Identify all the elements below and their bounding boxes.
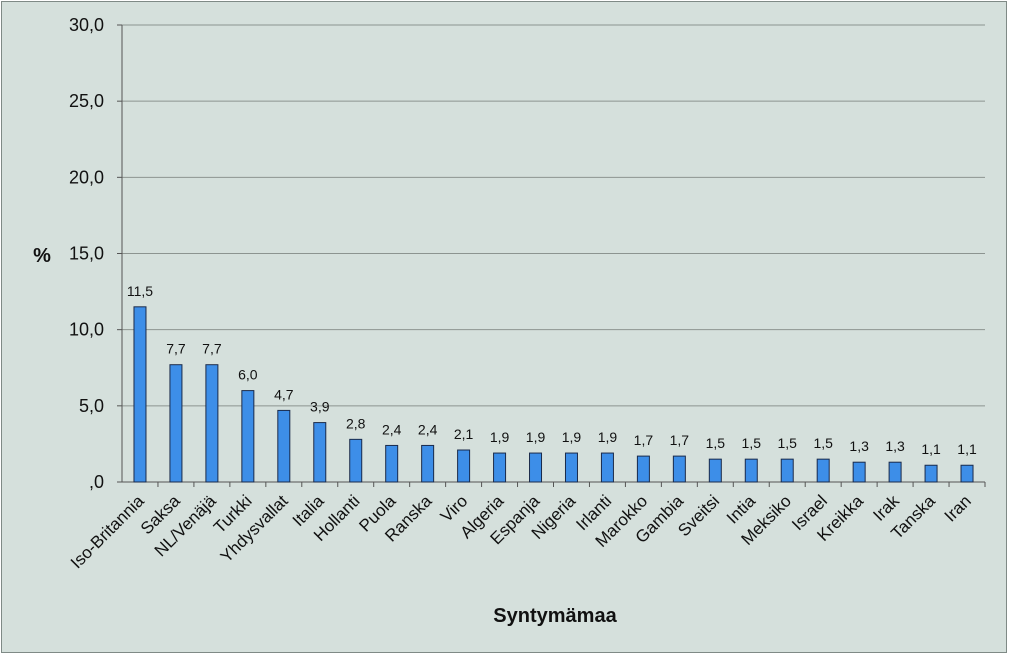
value-label: 1,9 — [490, 429, 510, 445]
bar — [421, 444, 435, 483]
x-tick-label: Iso-Britannia — [67, 491, 148, 572]
bar — [924, 464, 938, 483]
x-tick-labels: Iso-BritanniaSaksaNL/VenäjäTurkkiYhdysva… — [67, 491, 975, 572]
gridlines — [122, 24, 985, 407]
value-label: 1,1 — [957, 441, 977, 457]
bar — [672, 455, 686, 483]
y-tick-labels: 30,0 25,0 20,0 15,0 10,0 5,0 ,0 — [69, 15, 104, 492]
bar — [636, 455, 650, 483]
value-label: 4,7 — [274, 386, 294, 402]
bar — [169, 364, 183, 483]
bar — [816, 458, 830, 483]
value-label: 11,5 — [127, 283, 153, 299]
y-tick-label: 30,0 — [69, 15, 104, 35]
value-label: 1,7 — [670, 432, 690, 448]
value-label: 1,1 — [921, 441, 941, 457]
bar — [600, 452, 614, 483]
bar — [133, 306, 147, 483]
bar — [313, 422, 327, 483]
value-label: 1,9 — [562, 429, 582, 445]
y-axis-title: % — [33, 245, 51, 267]
bar — [205, 364, 219, 483]
value-label: 1,3 — [849, 438, 869, 454]
bar — [457, 449, 471, 483]
x-tick-label: Iran — [941, 491, 975, 525]
y-tick-label: 25,0 — [69, 91, 104, 111]
bar — [493, 452, 507, 483]
value-label: 2,4 — [382, 421, 402, 437]
value-label: 7,7 — [202, 341, 222, 357]
bar — [349, 438, 363, 483]
y-tick-label: 15,0 — [69, 244, 104, 264]
bar — [277, 409, 291, 483]
y-tick-label: 5,0 — [79, 396, 104, 416]
value-label: 6,0 — [238, 367, 258, 383]
bar — [241, 390, 255, 483]
bar — [888, 461, 902, 483]
y-tick-label: 10,0 — [69, 320, 104, 340]
bar — [708, 458, 722, 483]
value-label: 1,9 — [598, 429, 618, 445]
value-label: 1,5 — [706, 435, 726, 451]
bar — [564, 452, 578, 483]
value-label: 2,1 — [454, 426, 474, 442]
bar — [529, 452, 543, 483]
bars — [133, 306, 974, 483]
bar — [960, 464, 974, 483]
y-tick-label: ,0 — [89, 472, 104, 492]
value-labels: 11,5 7,7 7,7 6,0 4,7 3,9 2,8 2,4 2,4 2,1 1,9 1,9 1,9… — [127, 283, 977, 457]
bar — [780, 458, 794, 483]
value-label: 1,7 — [634, 432, 654, 448]
value-label: 1,5 — [742, 435, 762, 451]
value-label: 1,9 — [526, 429, 546, 445]
value-label: 1,3 — [885, 438, 905, 454]
x-tick-label: Sveitsi — [674, 491, 723, 540]
value-label: 2,4 — [418, 421, 438, 437]
y-tick-label: 20,0 — [69, 167, 104, 187]
value-label: 3,9 — [310, 399, 330, 415]
bar — [852, 461, 866, 483]
x-axis-title: Syntymämaa — [493, 605, 617, 627]
value-label: 1,5 — [777, 435, 797, 451]
bar — [385, 444, 399, 483]
value-label: 7,7 — [166, 341, 186, 357]
value-label: 1,5 — [813, 435, 833, 451]
value-label: 2,8 — [346, 415, 366, 431]
bar — [744, 458, 758, 483]
axes — [117, 24, 986, 487]
